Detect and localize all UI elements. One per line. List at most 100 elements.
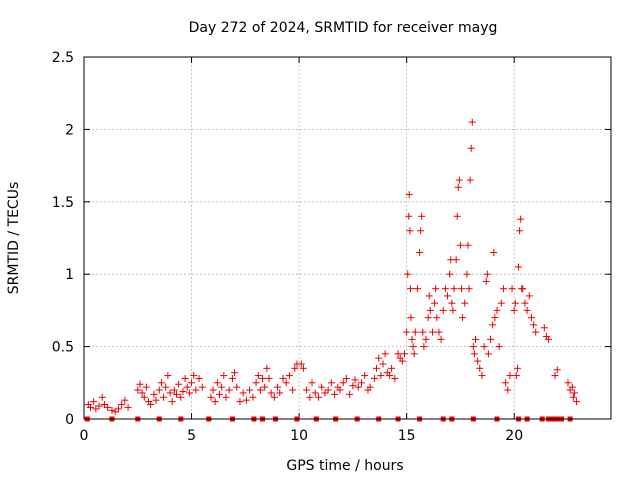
data-point: [527, 314, 535, 322]
data-point: [327, 379, 335, 387]
data-point: [370, 374, 378, 382]
data-point: [432, 285, 440, 293]
data-point: [540, 324, 548, 332]
data-point: [172, 390, 180, 398]
data-point: [373, 364, 381, 372]
data-point: [318, 383, 326, 391]
data-point: [419, 328, 427, 336]
data-point: [564, 379, 572, 387]
data-point: [183, 383, 191, 391]
data-point: [314, 393, 322, 401]
data-point: [482, 277, 490, 285]
data-point: [381, 350, 389, 358]
data-point: [228, 374, 236, 382]
data-point: [474, 357, 482, 365]
data-point: [289, 386, 297, 394]
data-points: [84, 118, 581, 422]
x-tick-label: 5: [187, 428, 196, 444]
data-point: [532, 328, 540, 336]
data-point: [98, 393, 106, 401]
data-point: [175, 380, 183, 388]
data-point: [216, 390, 224, 398]
data-point: [418, 212, 426, 220]
data-point: [265, 374, 273, 382]
data-point: [425, 292, 433, 300]
data-point: [466, 176, 474, 184]
data-point: [525, 292, 533, 300]
data-point: [431, 299, 439, 307]
data-point: [437, 335, 445, 343]
data-point: [349, 382, 357, 390]
data-point: [504, 386, 512, 394]
data-point: [413, 285, 421, 293]
data-point: [104, 403, 112, 411]
data-point: [331, 390, 339, 398]
data-point: [403, 328, 411, 336]
data-point: [417, 227, 425, 235]
data-point: [299, 364, 307, 372]
data-point: [448, 299, 456, 307]
data-point: [470, 350, 478, 358]
data-point: [406, 227, 414, 235]
data-point: [291, 364, 299, 372]
data-point: [456, 241, 464, 249]
data-point: [209, 386, 217, 394]
data-point: [321, 389, 329, 397]
data-point: [521, 299, 529, 307]
chart-title: Day 272 of 2024, SRMTID for receiver may…: [189, 20, 498, 36]
data-point: [198, 383, 206, 391]
data-point: [450, 285, 458, 293]
data-point: [142, 383, 150, 391]
data-point: [324, 386, 332, 394]
data-point: [491, 314, 499, 322]
axis-ticks: [83, 56, 611, 420]
data-point: [408, 335, 416, 343]
data-point: [551, 372, 559, 380]
data-point: [458, 285, 466, 293]
data-point: [225, 386, 233, 394]
data-point: [385, 372, 393, 380]
data-point: [297, 360, 305, 368]
data-point: [181, 374, 189, 382]
data-point: [515, 263, 523, 271]
data-point: [188, 379, 196, 387]
data-point: [100, 401, 108, 409]
data-point: [516, 227, 524, 235]
data-point: [508, 285, 516, 293]
data-point: [391, 374, 399, 382]
data-point: [261, 383, 269, 391]
data-point: [499, 285, 507, 293]
data-point: [213, 379, 221, 387]
data-point: [256, 386, 264, 394]
data-point: [177, 393, 185, 401]
data-point: [308, 379, 316, 387]
data-point: [478, 372, 486, 380]
data-point: [164, 372, 172, 380]
data-point: [568, 383, 576, 391]
data-point: [346, 390, 354, 398]
data-point: [354, 383, 362, 391]
x-tick-label: 15: [398, 428, 416, 444]
data-point: [336, 386, 344, 394]
data-point: [468, 118, 476, 126]
data-point: [519, 285, 527, 293]
data-point: [495, 343, 503, 351]
data-point: [411, 328, 419, 336]
data-point: [190, 372, 198, 380]
data-point: [407, 314, 415, 322]
data-point: [274, 383, 282, 391]
data-point: [506, 372, 514, 380]
data-point: [377, 372, 385, 380]
data-point: [108, 406, 116, 414]
data-point: [422, 335, 430, 343]
data-point: [231, 369, 239, 377]
data-point: [463, 270, 471, 278]
data-point: [497, 299, 505, 307]
data-point: [426, 306, 434, 314]
data-point: [452, 256, 460, 264]
data-point: [570, 389, 578, 397]
data-point: [118, 401, 126, 409]
x-tick-label: 20: [505, 428, 523, 444]
data-point: [147, 401, 155, 409]
data-point: [465, 285, 473, 293]
